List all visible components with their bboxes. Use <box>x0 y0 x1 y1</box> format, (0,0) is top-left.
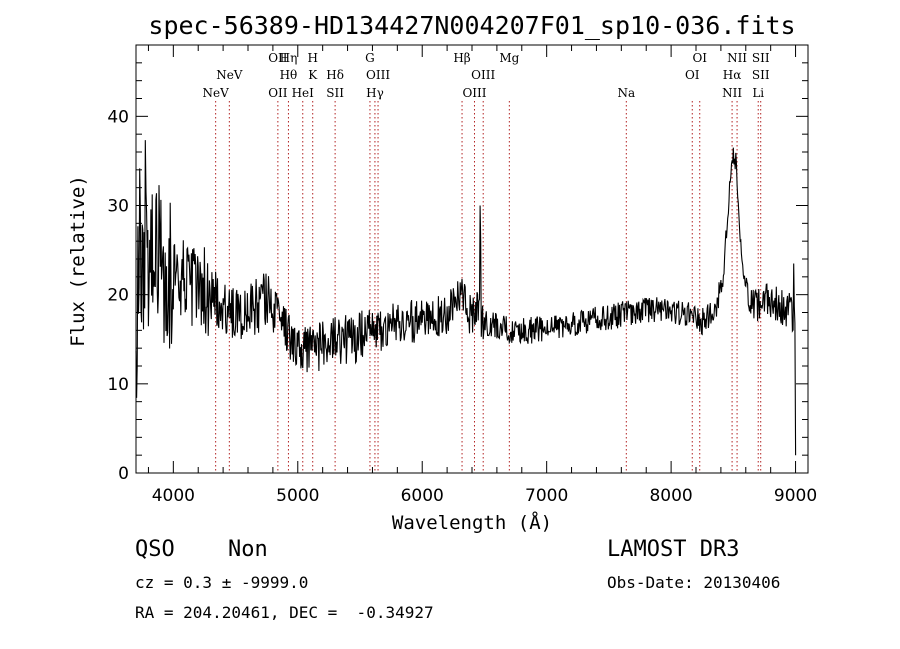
spectral-line-label: G <box>365 51 375 65</box>
ra-dec-coordinates: RA = 204.20461, DEC = -0.34927 <box>135 603 434 622</box>
spectral-line-label: HeI <box>292 86 315 100</box>
y-tick-label: 30 <box>107 197 129 217</box>
plot-frame <box>135 44 809 474</box>
x-tick-label: 5000 <box>276 486 319 506</box>
spectral-line-label: NII <box>722 86 742 100</box>
spectral-line-label: Hγ <box>366 86 384 100</box>
spectral-line-label: SII <box>752 51 770 65</box>
spectral-line-label: Mg <box>499 51 519 65</box>
x-tick-label: 9000 <box>774 486 817 506</box>
chart-title: spec-56389-HD134427N004207F01_sp10-036.f… <box>148 11 795 40</box>
spectral-line-label: OIII <box>366 68 390 82</box>
object-class: QSO <box>135 537 175 562</box>
y-axis-ticks: 0 10 20 30 40 <box>107 62 808 484</box>
spectral-line-markers <box>215 101 762 473</box>
survey-name: LAMOST DR3 <box>607 537 740 562</box>
spectral-line-label: OII <box>268 86 288 100</box>
x-axis-label: Wavelength (Å) <box>392 511 552 534</box>
x-tick-label: 6000 <box>401 486 444 506</box>
spectral-line-label: OIII <box>471 68 495 82</box>
spectral-line-label: NeV <box>216 68 243 82</box>
spectral-line-label: NII <box>727 51 747 65</box>
observation-date: Obs-Date: 20130406 <box>607 573 781 592</box>
spectral-line-label: OII <box>268 51 288 65</box>
spectral-line-label: Hη <box>280 51 298 65</box>
spectral-line-label: K <box>308 68 318 82</box>
spectral-line-label: NeV <box>203 86 230 100</box>
object-subclass: Non <box>228 537 268 562</box>
spectral-line-label: OIII <box>462 86 486 100</box>
y-tick-label: 10 <box>107 375 129 395</box>
y-tick-label: 40 <box>107 107 129 127</box>
spectral-line-label: Li <box>752 86 764 100</box>
x-axis-ticks: 4000 5000 6000 7000 8000 9000 <box>147 45 817 506</box>
spectral-line-label: Hδ <box>326 68 344 82</box>
spectral-line-label: OI <box>692 51 707 65</box>
redshift-cz: cz = 0.3 ± -9999.0 <box>135 573 309 592</box>
x-tick-label: 8000 <box>649 486 692 506</box>
spectrum-line <box>135 140 797 456</box>
y-tick-label: 20 <box>107 286 129 306</box>
spectral-line-label: H <box>307 51 317 65</box>
y-axis-label: Flux (relative) <box>67 175 89 347</box>
spectral-line-label: SII <box>326 86 344 100</box>
x-tick-label: 7000 <box>525 486 568 506</box>
spectral-line-label: Na <box>617 86 635 100</box>
y-tick-label: 0 <box>118 464 129 484</box>
spectral-line-label: OI <box>685 68 700 82</box>
x-tick-label: 4000 <box>152 486 195 506</box>
spectral-line-label: Hβ <box>453 51 470 65</box>
spectral-line-label: Hα <box>723 68 742 82</box>
spectral-line-label: Hθ <box>280 68 298 82</box>
spectral-line-label: SII <box>752 68 770 82</box>
